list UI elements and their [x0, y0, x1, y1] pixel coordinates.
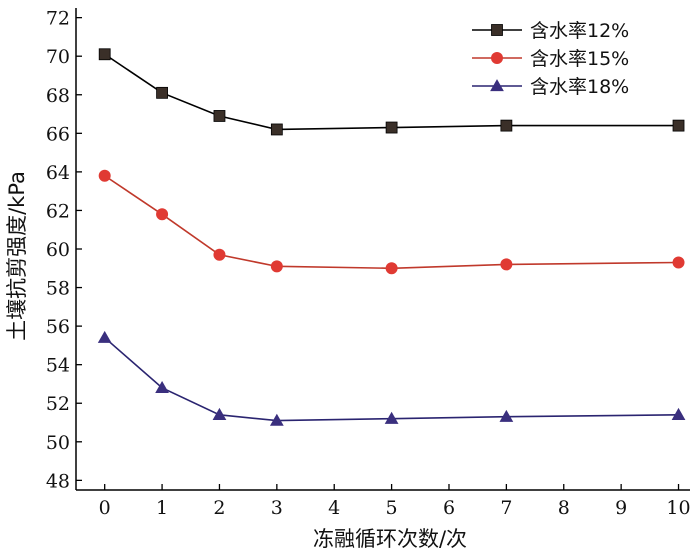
legend-label-3: 含水率18%: [530, 76, 629, 98]
x-tick-label-8: 8: [558, 497, 570, 519]
y-tick-label-60: 60: [46, 239, 70, 261]
y-tick-label-70: 70: [46, 46, 70, 68]
y-tick-label-64: 64: [46, 162, 70, 184]
series-3-point-2: [212, 407, 227, 420]
series-1-point-5: [385, 121, 398, 134]
legend-marker-1: [491, 24, 503, 36]
x-tick-label-5: 5: [386, 497, 398, 519]
y-tick-label-50: 50: [46, 432, 70, 454]
legend: 含水率12% 含水率15% 含水率18%: [472, 20, 629, 98]
series-1-point-7: [500, 119, 513, 132]
series-3-point-7: [499, 409, 514, 422]
x-tick-label-10: 10: [666, 497, 690, 519]
y-axis-title: 土壤抗剪强度/kPa: [5, 171, 29, 341]
series-3-line: [104, 337, 679, 422]
series-2-point-2: [213, 248, 226, 261]
series-3-point-1: [155, 380, 169, 393]
series-2-point-7: [500, 258, 513, 271]
series-layer: [97, 48, 686, 426]
series-2-point-1: [156, 208, 169, 221]
x-tick-label-6: 6: [443, 497, 455, 519]
series-3-point-0: [97, 330, 112, 343]
y-tick-label-52: 52: [46, 393, 70, 415]
y-tick-label-48: 48: [46, 470, 70, 492]
series-3: [97, 330, 686, 426]
y-tick-label-54: 54: [46, 355, 70, 377]
y-tick-label-62: 62: [46, 200, 70, 222]
series-1-point-1: [156, 86, 168, 99]
legend-label-1: 含水率12%: [530, 20, 629, 42]
x-tick-label-1: 1: [156, 497, 168, 519]
x-tick-label-4: 4: [328, 497, 340, 519]
legend-entry-1: 含水率12%: [472, 20, 629, 42]
series-1-point-10: [672, 119, 685, 132]
x-tick-label-9: 9: [615, 497, 627, 519]
series-2-point-3: [270, 260, 283, 273]
y-tick-label-58: 58: [46, 278, 70, 300]
series-1: [98, 48, 685, 136]
legend-entry-3: 含水率18%: [472, 76, 629, 98]
y-tick-label-56: 56: [46, 316, 70, 338]
y-tick-label-66: 66: [46, 123, 70, 145]
series-2-point-5: [385, 262, 398, 275]
series-3-point-10: [671, 407, 686, 420]
x-axis-title: 冻融循环次数/次: [313, 527, 467, 551]
series-1-point-3: [270, 123, 283, 136]
legend-entry-2: 含水率15%: [472, 48, 629, 70]
y-tick-label-68: 68: [46, 85, 70, 107]
x-tick-label-2: 2: [213, 497, 225, 519]
x-tick-label-7: 7: [500, 497, 512, 519]
series-2: [98, 169, 685, 275]
series-3-point-5: [384, 411, 399, 424]
y-tick-label-72: 72: [46, 8, 70, 30]
legend-label-2: 含水率15%: [530, 48, 629, 70]
series-3-point-3: [269, 413, 284, 426]
series-2-point-0: [98, 169, 111, 182]
x-tick-label-3: 3: [271, 497, 283, 519]
legend-marker-2: [491, 52, 503, 64]
series-1-point-0: [98, 48, 111, 61]
series-1-point-2: [213, 110, 226, 122]
series-2-line: [104, 175, 679, 270]
series-2-point-10: [672, 256, 685, 269]
x-tick-label-0: 0: [99, 497, 111, 519]
legend-marker-3: [490, 79, 504, 92]
